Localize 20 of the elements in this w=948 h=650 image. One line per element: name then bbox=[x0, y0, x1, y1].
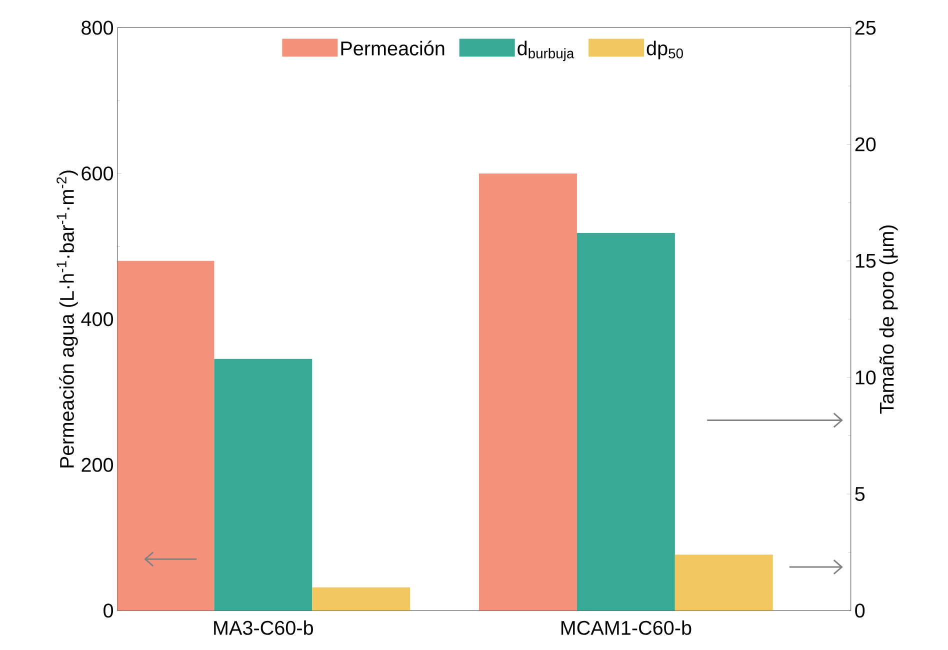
x-tick-label: MA3-C60-b bbox=[214, 620, 313, 635]
bar bbox=[674, 554, 773, 610]
y-tick-label: 600 bbox=[82, 166, 114, 180]
y2-tick-label: 20 bbox=[855, 137, 876, 152]
legend-label: Permeación bbox=[341, 40, 444, 56]
y-axis-title: Permeación agua (L·h$^{-1}$·bar$^{-1}$·m$^{-2}$) bbox=[56, 170, 78, 468]
y-tick-label: 0 bbox=[104, 603, 114, 618]
y2-tick-label: 15 bbox=[856, 254, 876, 268]
y2-tick-label: 25 bbox=[855, 20, 876, 35]
y2-tick-label: 10 bbox=[856, 370, 876, 384]
y2-tick-label: 0 bbox=[855, 603, 865, 618]
y-tick-label: 800 bbox=[82, 20, 114, 35]
legend-label: dp$_{50}$ bbox=[646, 40, 683, 60]
y2-axis-title: Tamaño de poro (µm) bbox=[879, 225, 898, 414]
legend-label: d$_{burbuja}$ bbox=[518, 40, 574, 61]
y-tick-label: 400 bbox=[81, 312, 114, 326]
y-tick-label: 200 bbox=[82, 458, 114, 472]
bar bbox=[312, 587, 410, 610]
x-tick-label: MCAM1-C60-b bbox=[561, 620, 692, 635]
y2-tick-label: 5 bbox=[855, 487, 865, 501]
